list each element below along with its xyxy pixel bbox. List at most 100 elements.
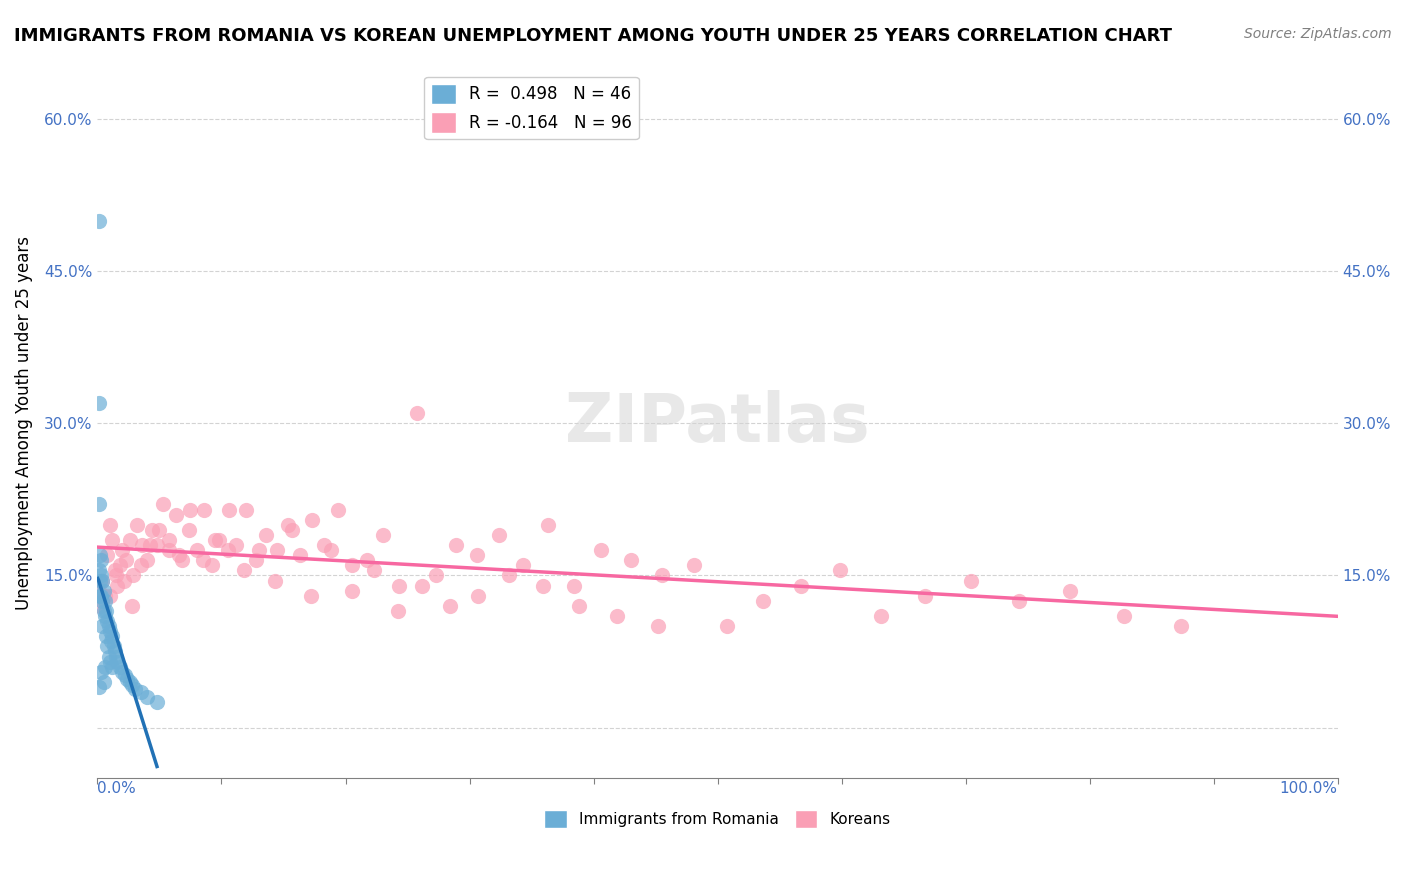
Point [146, 695, 169, 709]
Point [1170, 619, 1192, 633]
Point [87, 498, 110, 512]
Point [531, 578, 554, 592]
Point [200, 558, 222, 573]
Point [488, 528, 510, 542]
Point [363, 563, 385, 577]
Point [96, 629, 118, 643]
Point [356, 553, 378, 567]
Point [118, 533, 141, 547]
Point [94, 659, 117, 673]
Point [439, 599, 461, 613]
Point [90, 553, 112, 567]
Point [498, 568, 520, 582]
Point [651, 568, 673, 582]
Point [870, 609, 893, 624]
Point [204, 533, 226, 547]
Point [87, 396, 110, 410]
Point [98, 624, 121, 639]
Point [789, 578, 811, 592]
Point [129, 685, 152, 699]
Point [89, 589, 111, 603]
Point [124, 681, 146, 696]
Point [281, 523, 304, 537]
Point [131, 538, 153, 552]
Point [266, 543, 288, 558]
Point [97, 649, 120, 664]
Y-axis label: Unemployment Among Youth under 25 years: Unemployment Among Youth under 25 years [15, 236, 32, 610]
Point [606, 609, 628, 624]
Text: IMMIGRANTS FROM ROMANIA VS KOREAN UNEMPLOYMENT AMONG YOUTH UNDER 25 YEARS CORREL: IMMIGRANTS FROM ROMANIA VS KOREAN UNEMPL… [14, 27, 1173, 45]
Point [218, 502, 240, 516]
Point [1114, 609, 1136, 624]
Point [179, 523, 201, 537]
Point [111, 543, 134, 558]
Point [314, 538, 336, 552]
Point [112, 574, 135, 588]
Point [94, 609, 117, 624]
Point [90, 665, 112, 679]
Point [90, 589, 112, 603]
Point [247, 543, 270, 558]
Point [104, 644, 127, 658]
Point [1059, 583, 1081, 598]
Point [444, 538, 467, 552]
Point [91, 574, 114, 588]
Point [114, 668, 136, 682]
Point [425, 568, 447, 582]
Point [179, 502, 201, 516]
Point [141, 523, 163, 537]
Point [232, 563, 254, 577]
Point [89, 548, 111, 562]
Point [148, 523, 170, 537]
Point [105, 568, 128, 582]
Legend: Immigrants from Romania, Koreans: Immigrants from Romania, Koreans [538, 804, 897, 834]
Point [388, 578, 411, 592]
Point [97, 619, 120, 633]
Point [1008, 594, 1031, 608]
Point [118, 674, 141, 689]
Point [122, 568, 145, 582]
Point [98, 655, 121, 669]
Point [914, 589, 936, 603]
Point [89, 574, 111, 588]
Point [288, 548, 311, 562]
Point [568, 599, 591, 613]
Point [217, 543, 239, 558]
Text: 100.0%: 100.0% [1279, 781, 1337, 797]
Point [96, 614, 118, 628]
Point [752, 594, 775, 608]
Point [105, 655, 128, 669]
Point [96, 604, 118, 618]
Point [93, 674, 115, 689]
Point [191, 553, 214, 567]
Point [301, 513, 323, 527]
Point [830, 563, 852, 577]
Point [589, 543, 612, 558]
Point [326, 502, 349, 516]
Point [263, 574, 285, 588]
Text: Source: ZipAtlas.com: Source: ZipAtlas.com [1244, 27, 1392, 41]
Point [96, 640, 118, 654]
Point [108, 558, 131, 573]
Point [683, 558, 706, 573]
Point [208, 533, 231, 547]
Point [103, 640, 125, 654]
Point [101, 533, 124, 547]
Point [620, 553, 643, 567]
Point [87, 583, 110, 598]
Point [101, 629, 124, 643]
Point [100, 634, 122, 648]
Point [121, 599, 143, 613]
Point [387, 604, 409, 618]
Point [245, 553, 267, 567]
Point [101, 659, 124, 673]
Point [105, 578, 128, 592]
Point [87, 680, 110, 694]
Point [93, 604, 115, 618]
Point [299, 589, 322, 603]
Point [111, 665, 134, 679]
Point [512, 558, 534, 573]
Point [254, 528, 277, 542]
Point [193, 502, 215, 516]
Point [98, 517, 121, 532]
